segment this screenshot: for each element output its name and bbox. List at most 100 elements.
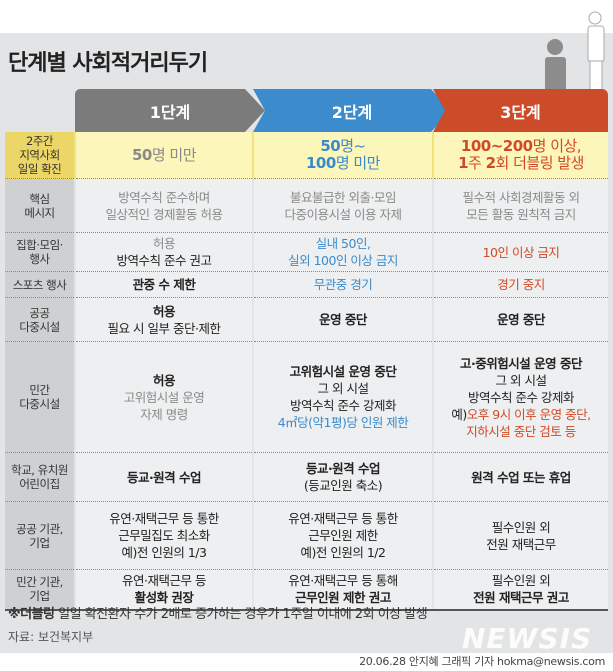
cell-line: 지하시설 중단 검토 등 bbox=[436, 423, 606, 440]
distancing-table: 2주간 지역사회 일일 확진 50명 미만 50명~ 100명 미만 100~200명 이상… bbox=[5, 132, 608, 611]
stage-3-cell: 100~200명 이상, 1주 2회 더블링 발생 bbox=[432, 132, 608, 179]
table-row: 핵심 메시지 방역수칙 준수하며 일상적인 경제활동 허용 불요불급한 외출·모임 다중이… bbox=[5, 178, 608, 233]
cell-line: 10인 이상 금지 bbox=[436, 244, 606, 261]
cell-line: 50명~ bbox=[256, 138, 430, 155]
cell-text: 명~ bbox=[340, 137, 366, 155]
stage-1-cell: 등교·원격 수업 bbox=[74, 452, 253, 502]
cell-line: 유연·재택근무 등 통해 bbox=[256, 572, 430, 589]
cell-text: 유연·재택근무 등 통한 bbox=[288, 511, 398, 526]
row-label-line: 민간 기관, bbox=[16, 575, 63, 590]
cell-text: 고·중위험시설 운영 중단 bbox=[460, 355, 582, 371]
cell-line: 자제 명령 bbox=[78, 406, 250, 423]
row-label: 집합·모임· 행사 bbox=[5, 232, 75, 272]
cell-line: 고위험시설 운영 중단 bbox=[256, 363, 430, 380]
cell-text: 모든 활동 원칙적 금지 bbox=[466, 206, 576, 222]
cell-line: 일상적인 경제활동 허용 bbox=[78, 206, 250, 223]
cell-text: 그 외 시설 bbox=[317, 381, 369, 396]
stage-2-cell: 무관중 경기 bbox=[252, 271, 433, 298]
table-row: 2주간 지역사회 일일 확진 50명 미만 50명~ 100명 미만 100~200명 이상… bbox=[5, 132, 608, 179]
stage-2-cell: 50명~ 100명 미만 bbox=[252, 132, 433, 179]
cell-line: 경기 중지 bbox=[436, 276, 606, 293]
row-label-line: 행사 bbox=[29, 252, 50, 266]
cell-line: 고·중위험시설 운영 중단 bbox=[436, 355, 606, 372]
cell-text: 실외 100인 이상 금지 bbox=[288, 253, 398, 268]
cell-text: 근무인원 제한 bbox=[308, 528, 378, 543]
cell-line: 고위험시설 운영 bbox=[78, 389, 250, 406]
cell-line: 허용 bbox=[78, 303, 250, 320]
cell-text: 무관중 경기 bbox=[313, 277, 373, 292]
stage-1-cell: 관중 수 제한 bbox=[74, 271, 253, 298]
cell-line: 필수인원 외 bbox=[436, 572, 606, 589]
stage-3-cell: 운영 중단 bbox=[432, 297, 608, 342]
cell-line: 불요불급한 외출·모임 bbox=[256, 189, 430, 206]
stage-3-cell: 10인 이상 금지 bbox=[432, 232, 608, 272]
cell-line: 100~200명 이상, bbox=[436, 138, 606, 155]
cell-line: 필수적 사회경제활동 외 bbox=[436, 189, 606, 206]
cell-text: 운영 중단 bbox=[497, 312, 545, 327]
cell-text: 전원 재택근무 권고 bbox=[473, 590, 569, 606]
cell-line: 예)전 인원의 1/2 bbox=[256, 544, 430, 561]
cell-line: 허용 bbox=[78, 235, 250, 252]
cell-text: 등교·원격 수업 bbox=[126, 469, 202, 485]
cell-text: 10인 이상 금지 bbox=[482, 244, 560, 260]
cell-line: 방역수칙 준수 강제화 bbox=[436, 389, 606, 406]
cell-line: 예)전 인원의 1/3 bbox=[78, 544, 250, 561]
cell-text: 명 미만 bbox=[151, 145, 197, 164]
stage-1-cell: 허용 방역수칙 준수 권고 bbox=[74, 232, 253, 272]
row-label: 민간 다중시설 bbox=[5, 341, 75, 453]
row-label-line: 2주간 bbox=[26, 134, 53, 148]
cell-line: 4㎡당(약1평)당 인원 제한 bbox=[256, 414, 430, 431]
cell-text: 명 이상, bbox=[532, 137, 582, 155]
cell-text: 유연·재택근무 등 통해 bbox=[288, 573, 398, 589]
source: 자료: 보건복지부 bbox=[8, 630, 94, 644]
cell-line: 유연·재택근무 등 bbox=[78, 572, 250, 589]
cell-text: 50 bbox=[131, 145, 152, 164]
cell-text: 예) bbox=[451, 406, 467, 422]
cell-text: 명 미만 bbox=[335, 154, 381, 172]
cell-text: 예)전 인원의 1/3 bbox=[121, 545, 207, 560]
cell-line: 관중 수 제한 bbox=[78, 276, 250, 293]
row-label-line: 기업 bbox=[29, 535, 50, 550]
stage-1-cell: 허용 필요 시 일부 중단·제한 bbox=[74, 297, 253, 342]
table-row: 스포츠 행사 관중 수 제한 무관중 경기 경기 중지 bbox=[5, 271, 608, 298]
stage-1-header: 1단계 bbox=[75, 89, 265, 132]
cell-text: 회 더블링 발생 bbox=[495, 154, 585, 172]
stage-1-cell: 유연·재택근무 등 통한 근무밀집도 최소화 예)전 인원의 1/3 bbox=[74, 501, 253, 570]
table-row: 집합·모임· 행사 허용 방역수칙 준수 권고 실내 50인, 실외 100인 이상 금지… bbox=[5, 232, 608, 272]
cell-text: 운영 중단 bbox=[319, 312, 367, 327]
cell-text: 50 bbox=[320, 137, 341, 155]
row-label-line: 기업 bbox=[29, 589, 50, 604]
cell-text: 100~200 bbox=[460, 137, 533, 155]
cell-text: 주 bbox=[468, 154, 486, 172]
cell-text: 허용 bbox=[152, 372, 176, 388]
cell-text: 불요불급한 외출·모임 bbox=[290, 189, 396, 205]
table-row: 공공 다중시설 허용 필요 시 일부 중단·제한 운영 중단 운영 중단 bbox=[5, 297, 608, 342]
footnote: ※더블링 일일 확진환자 수가 2배로 증가하는 경우가 1주일 이내에 2회 … bbox=[8, 603, 428, 622]
cell-text: 활성화 권장 bbox=[134, 590, 194, 606]
row-label-line: 핵심 bbox=[29, 191, 50, 206]
cell-text: 필수인원 외 bbox=[491, 519, 551, 535]
row-label: 2주간 지역사회 일일 확진 bbox=[5, 132, 75, 179]
cell-text: 예)전 인원의 1/2 bbox=[300, 545, 386, 560]
stage-1-cell: 유연·재택근무 등 활성화 권장 bbox=[74, 569, 253, 611]
table-row: 학교, 유치원 어린이집 등교·원격 수업 등교·원격 수업 (등교인원 축소) 원격 수… bbox=[5, 452, 608, 502]
stage-3-cell: 고·중위험시설 운영 중단 그 외 시설 방역수칙 준수 강제화 예)오후 9시 이후… bbox=[432, 341, 608, 453]
cell-line: 근무인원 제한 bbox=[256, 527, 430, 544]
stage-2-cell: 유연·재택근무 등 통해 근무인원 제한 권고 bbox=[252, 569, 433, 611]
cell-line: 예)오후 9시 이후 운영 중단, bbox=[436, 406, 606, 423]
cell-text: 1 bbox=[458, 154, 469, 172]
cell-text: 전원 재택근무 bbox=[486, 536, 556, 552]
cell-text: 방역수칙 준수 강제화 bbox=[290, 398, 396, 413]
cell-line: 등교·원격 수업 bbox=[78, 469, 250, 486]
cell-text: 지하시설 중단 검토 등 bbox=[466, 423, 576, 439]
stage-2-cell: 불요불급한 외출·모임 다중이용시설 이용 자제 bbox=[252, 178, 433, 233]
cell-text: 필수인원 외 bbox=[491, 573, 551, 589]
cell-text: 관중 수 제한 bbox=[132, 277, 196, 292]
cell-line: 필수인원 외 bbox=[436, 519, 606, 536]
cell-line: 실외 100인 이상 금지 bbox=[256, 252, 430, 269]
stage-1-cell: 50명 미만 bbox=[74, 132, 253, 179]
cell-line: 등교·원격 수업 bbox=[256, 460, 430, 477]
footnote-text: 일일 확진환자 수가 2배로 증가하는 경우가 1주일 이내에 2회 이상 발생 bbox=[54, 607, 428, 622]
